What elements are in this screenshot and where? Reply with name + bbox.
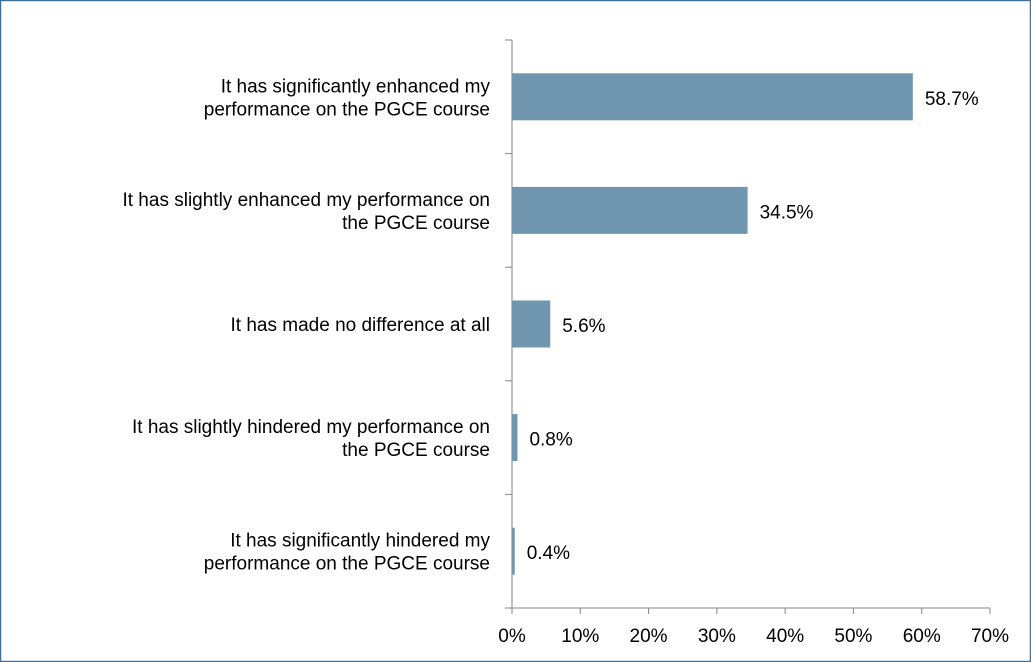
bar (512, 300, 551, 348)
data-label: 0.4% (527, 543, 570, 564)
data-label: 0.8% (529, 430, 572, 451)
data-label: 58.7% (925, 89, 979, 110)
y-tick-label: It has slightly hindered my performance … (132, 417, 490, 461)
data-label: 5.6% (562, 316, 605, 337)
bar (512, 73, 913, 121)
bar (512, 186, 748, 234)
x-tick-label: 30% (698, 626, 736, 647)
x-tick-label: 20% (630, 626, 668, 647)
y-tick-label: It has slightly enhanced my performance … (122, 190, 490, 234)
y-tick-label: It has significantly hindered my performa… (204, 531, 491, 575)
x-tick-label: 60% (903, 626, 941, 647)
x-tick-label: 0% (498, 626, 526, 647)
bar (512, 414, 518, 462)
x-tick-label: 70% (971, 626, 1009, 647)
x-tick-label: 50% (834, 626, 872, 647)
bar (512, 527, 515, 575)
x-tick-label: 40% (766, 626, 804, 647)
data-label: 34.5% (760, 202, 814, 223)
x-tick-label: 10% (561, 626, 599, 647)
y-tick-label: It has significantly enhanced my performa… (204, 76, 491, 120)
y-tick-label: It has made no difference at all (231, 315, 490, 336)
